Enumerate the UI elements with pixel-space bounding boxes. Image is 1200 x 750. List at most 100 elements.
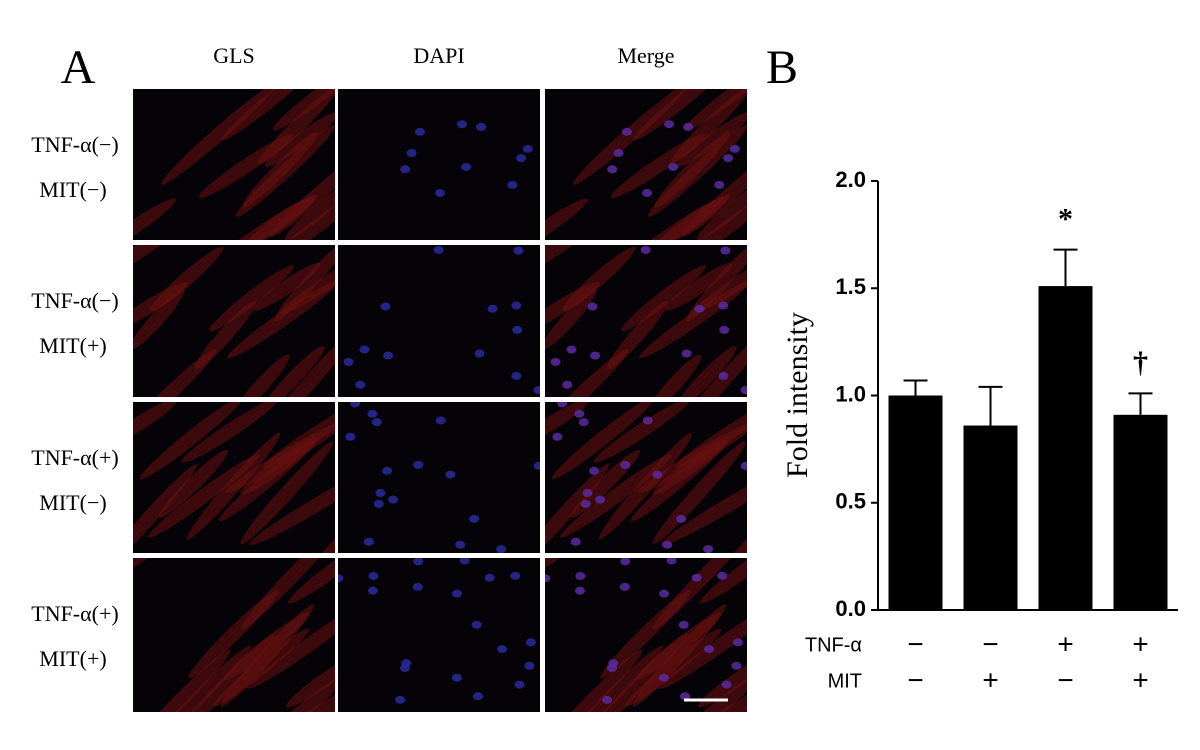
nucleus xyxy=(717,571,728,580)
cell xyxy=(225,420,335,493)
nucleus xyxy=(607,165,618,174)
cell xyxy=(685,192,747,240)
nucleus xyxy=(338,574,344,583)
micrograph xyxy=(545,89,747,240)
nucleus xyxy=(380,302,391,311)
cell xyxy=(674,345,737,397)
nucleus xyxy=(533,461,540,470)
micrograph xyxy=(133,558,335,712)
nucleus xyxy=(562,380,573,389)
nucleus xyxy=(355,380,366,389)
cell xyxy=(287,503,335,553)
nucleus xyxy=(512,325,523,334)
y-tick-label: 1.0 xyxy=(835,381,866,406)
nucleus xyxy=(433,245,444,254)
cell xyxy=(661,464,747,546)
micrograph xyxy=(338,89,540,240)
nucleus xyxy=(602,695,613,704)
nucleus xyxy=(350,402,361,408)
nucleus xyxy=(668,162,679,171)
nucleus xyxy=(574,409,585,418)
nucleus xyxy=(703,545,714,553)
nucleus xyxy=(445,470,456,479)
cell xyxy=(181,402,279,463)
cell xyxy=(286,651,335,708)
nucleus xyxy=(476,122,487,131)
nucleus xyxy=(719,325,730,334)
cell xyxy=(216,194,318,240)
cell xyxy=(639,280,747,359)
cell xyxy=(671,673,747,712)
cell xyxy=(652,558,747,630)
nucleus xyxy=(434,189,445,198)
cell xyxy=(284,181,335,240)
nucleus xyxy=(729,144,740,153)
image-content xyxy=(133,245,335,397)
nucleus xyxy=(395,695,406,704)
nucleus xyxy=(720,246,731,255)
cell xyxy=(565,645,664,712)
cell xyxy=(133,348,217,397)
cell xyxy=(150,246,224,312)
nucleus xyxy=(620,460,631,469)
nucleus xyxy=(570,537,581,546)
nucleus xyxy=(552,432,563,441)
error-bar xyxy=(1128,392,1153,415)
cell xyxy=(273,192,335,240)
micrograph xyxy=(133,89,335,240)
cell xyxy=(133,402,178,447)
nucleus xyxy=(487,304,498,313)
cell xyxy=(158,449,229,518)
micrograph xyxy=(545,245,747,397)
condition-sign: − xyxy=(982,628,998,659)
nucleus xyxy=(400,165,411,174)
image-content xyxy=(133,89,335,240)
cell xyxy=(247,600,335,689)
nucleus xyxy=(363,537,374,546)
cell xyxy=(249,464,335,546)
cell xyxy=(213,628,310,707)
nucleus xyxy=(507,180,518,189)
cell xyxy=(684,89,747,131)
row-label: MIT(+) xyxy=(39,333,106,358)
nucleus xyxy=(451,589,462,598)
bar xyxy=(963,425,1018,610)
column-header: Merge xyxy=(617,43,674,68)
nucleus xyxy=(718,371,729,380)
cell xyxy=(593,402,691,463)
cell xyxy=(133,558,183,590)
cell xyxy=(551,402,656,480)
cell xyxy=(637,420,747,493)
cell xyxy=(240,558,335,630)
condition-sign: − xyxy=(1057,664,1073,695)
nucleus xyxy=(461,162,472,171)
nucleus xyxy=(666,558,677,565)
cell xyxy=(545,198,588,240)
cell xyxy=(148,453,260,538)
nucleus xyxy=(606,664,617,673)
row-label: MIT(−) xyxy=(39,177,106,202)
nucleus xyxy=(694,304,705,313)
cell xyxy=(676,111,747,167)
cell xyxy=(240,441,334,545)
nucleus xyxy=(721,680,732,689)
nucleus xyxy=(373,499,384,508)
bar xyxy=(1113,414,1168,610)
nucleus xyxy=(678,620,689,629)
nucleus xyxy=(731,661,742,670)
bar xyxy=(1038,286,1093,610)
cell xyxy=(253,263,321,311)
micrograph xyxy=(338,245,540,397)
nucleus xyxy=(714,180,725,189)
cell xyxy=(545,289,597,350)
y-tick-label: 2.0 xyxy=(835,167,866,192)
y-tick-label: 0.0 xyxy=(835,596,866,621)
cell xyxy=(633,89,739,141)
condition-sign: + xyxy=(1132,628,1148,659)
significance-mark: * xyxy=(1058,203,1073,236)
cell xyxy=(264,111,335,167)
bar xyxy=(888,395,943,610)
image-background xyxy=(338,402,540,553)
nucleus xyxy=(343,357,354,366)
nucleus xyxy=(662,540,673,549)
